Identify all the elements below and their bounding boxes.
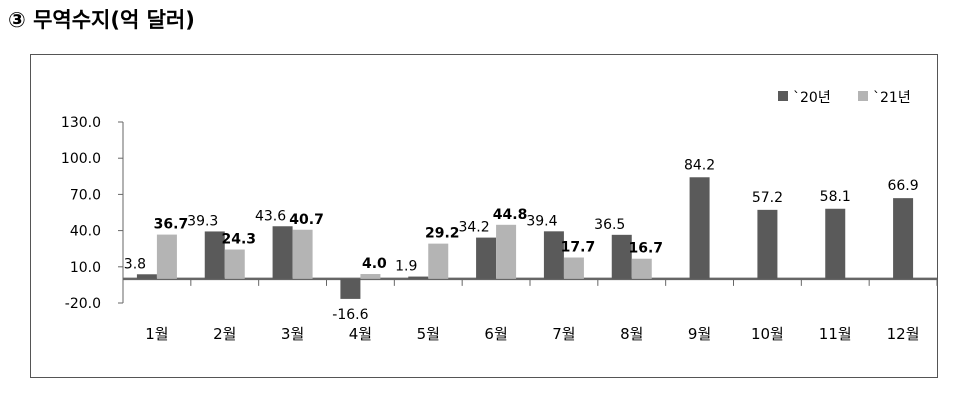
- value-label-2020: 3.8: [124, 256, 146, 272]
- value-label-2020: 34.2: [458, 220, 489, 236]
- value-label-2020: 43.6: [255, 208, 286, 224]
- y-tick-label: 100.0: [61, 151, 101, 167]
- legend-swatch-2021: [858, 91, 868, 101]
- value-label-2021: 16.7: [628, 241, 663, 257]
- bar-2020: [543, 231, 564, 279]
- y-tick-label: 40.0: [70, 224, 101, 240]
- value-labels: 3.8 36.739.324.3 43.6 40.7 -16.6 4.0 1.9 29.234…: [124, 157, 919, 323]
- chart-frame: [30, 54, 938, 378]
- bar-2021: [428, 243, 449, 279]
- y-tick-label: 10.0: [70, 260, 101, 276]
- bar-2020: [689, 177, 710, 279]
- value-label-2020: 1.9: [395, 259, 417, 275]
- bar-2020: [476, 237, 497, 279]
- x-tick-label: 8월: [620, 325, 643, 343]
- value-label-2020: 39.4: [526, 213, 557, 229]
- value-label-2020: 84.2: [684, 157, 715, 173]
- value-label-2020: 57.2: [752, 190, 783, 206]
- value-label-2021: 4.0: [362, 256, 387, 272]
- x-tick-label: 5월: [417, 325, 440, 343]
- bar-2020: [272, 226, 293, 279]
- value-label-2020: 36.5: [594, 217, 625, 233]
- bar-2020: [757, 209, 778, 279]
- x-tick-label: 9월: [688, 325, 711, 343]
- bar-2021: [156, 234, 177, 279]
- bar-2021: [292, 229, 313, 279]
- value-label-2020: 58.1: [820, 189, 851, 205]
- bar-2021: [563, 257, 584, 279]
- bar-2021: [631, 258, 652, 279]
- x-tick-label: 11월: [819, 325, 852, 343]
- x-tick-label: 1월: [145, 325, 168, 343]
- value-label-2020: -16.6: [332, 307, 368, 323]
- value-label-2021: 17.7: [561, 240, 596, 256]
- bar-2020: [340, 278, 361, 299]
- x-tick-label: 2월: [213, 325, 236, 343]
- bar-2020: [893, 198, 914, 279]
- value-label-2021: 44.8: [493, 207, 528, 223]
- y-tick-label: -20.0: [65, 296, 101, 312]
- y-tick-label: 70.0: [70, 187, 101, 203]
- legend-swatch-2020: [778, 91, 788, 101]
- legend-label-2020: `20년: [793, 90, 831, 106]
- chart-title: ③ 무역수지(억 달러): [8, 8, 195, 32]
- value-label-2021: 40.7: [289, 212, 324, 228]
- value-label-2020: 66.9: [887, 178, 918, 194]
- legend: `20년 `21년: [778, 90, 911, 106]
- bars: [136, 177, 914, 299]
- bar-2021: [224, 249, 245, 279]
- x-tick-label: 6월: [484, 325, 507, 343]
- bar-2020: [611, 234, 632, 279]
- x-tick-label: 3월: [281, 325, 304, 343]
- bar-2021: [496, 224, 517, 279]
- value-label-2021: 29.2: [425, 226, 460, 242]
- x-tick-label: 12월: [887, 325, 920, 343]
- x-tick-label: 4월: [349, 325, 372, 343]
- bar-2020: [204, 231, 225, 279]
- x-tick-label: 10월: [751, 325, 784, 343]
- bar-2020: [136, 274, 157, 279]
- value-label-2021: 36.7: [154, 217, 189, 233]
- value-label-2020: 39.3: [187, 213, 218, 229]
- legend-label-2021: `21년: [873, 90, 911, 106]
- value-label-2021: 24.3: [221, 232, 256, 248]
- x-axis: 1월 2월 3월 4월 5월 6월 7월 8월 9월 10월 11월 12월: [123, 277, 938, 343]
- bar-2020: [825, 208, 846, 279]
- bar-2021: [360, 274, 381, 279]
- y-tick-label: 130.0: [61, 115, 101, 131]
- x-tick-label: 7월: [552, 325, 575, 343]
- y-axis: -20.0 10.0 40.0 70.0 100.0 130.0: [61, 115, 124, 312]
- bar-2020: [408, 276, 429, 279]
